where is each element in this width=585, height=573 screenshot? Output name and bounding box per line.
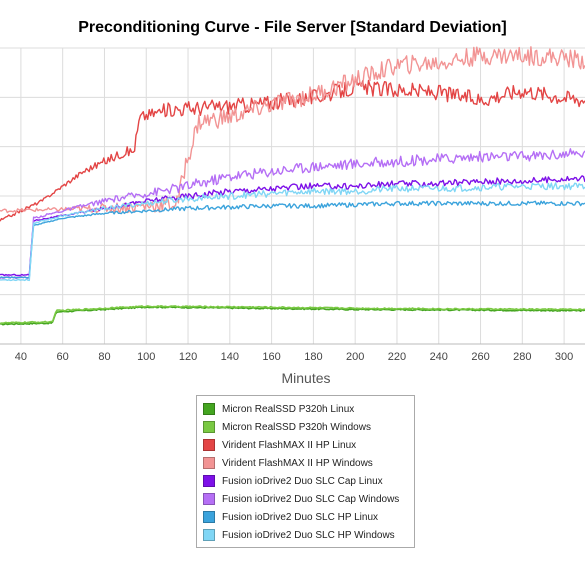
legend-swatch — [203, 529, 215, 541]
legend-item: Fusion ioDrive2 Duo SLC HP Linux — [203, 508, 414, 526]
series-line-7 — [0, 200, 585, 279]
legend-label: Virident FlashMAX II HP Linux — [222, 439, 357, 451]
x-tick-label: 140 — [221, 351, 239, 363]
x-tick-labels: 40 60 80 100 120 140 160 180 200 220 240 260 280 300 — [15, 351, 574, 363]
x-tick-label: 180 — [304, 351, 322, 363]
legend-swatch — [203, 511, 215, 523]
x-tick-label: 40 — [15, 351, 27, 363]
x-axis-label: Minutes — [281, 370, 330, 386]
legend-swatch — [203, 475, 215, 487]
series-line-8 — [0, 182, 585, 282]
legend-item: Fusion ioDrive2 Duo SLC Cap Linux — [203, 472, 414, 490]
legend-item: Fusion ioDrive2 Duo SLC HP Windows — [203, 526, 414, 544]
x-tick-label: 220 — [388, 351, 406, 363]
series-line-2 — [0, 305, 585, 325]
legend: Micron RealSSD P320h Linux Micron RealSSD… — [196, 395, 415, 548]
chart-title: Preconditioning Curve - File Server [Sta… — [78, 19, 507, 36]
x-tick-label: 60 — [57, 351, 69, 363]
series-line-4 — [0, 46, 585, 214]
legend-label: Fusion ioDrive2 Duo SLC HP Windows — [222, 529, 395, 541]
legend-label: Fusion ioDrive2 Duo SLC Cap Windows — [222, 493, 400, 505]
series-line-3 — [0, 79, 585, 222]
legend-item: Virident FlashMAX II HP Linux — [203, 436, 414, 454]
x-tick-label: 100 — [137, 351, 155, 363]
legend-item: Virident FlashMAX II HP Windows — [203, 454, 414, 472]
x-tick-label: 240 — [430, 351, 448, 363]
legend-swatch — [203, 403, 215, 415]
legend-label: Virident FlashMAX II HP Windows — [222, 457, 373, 469]
legend-label: Fusion ioDrive2 Duo SLC HP Linux — [222, 511, 379, 523]
legend-item: Fusion ioDrive2 Duo SLC Cap Windows — [203, 490, 414, 508]
legend-item: Micron RealSSD P320h Windows — [203, 418, 414, 436]
legend-swatch — [203, 421, 215, 433]
legend-swatch — [203, 457, 215, 469]
x-tick-label: 300 — [555, 351, 573, 363]
legend-label: Fusion ioDrive2 Duo SLC Cap Linux — [222, 475, 383, 487]
legend-swatch — [203, 493, 215, 505]
x-tick-label: 160 — [262, 351, 280, 363]
x-tick-label: 260 — [471, 351, 489, 363]
legend-item: Micron RealSSD P320h Linux — [203, 400, 414, 418]
x-tick-label: 80 — [98, 351, 110, 363]
series-lines — [0, 46, 585, 326]
x-tick-label: 280 — [513, 351, 531, 363]
x-tick-label: 200 — [346, 351, 364, 363]
legend-label: Micron RealSSD P320h Windows — [222, 421, 371, 433]
series-line-6 — [0, 148, 585, 280]
legend-swatch — [203, 439, 215, 451]
x-tick-label: 120 — [179, 351, 197, 363]
legend-label: Micron RealSSD P320h Linux — [222, 403, 355, 415]
